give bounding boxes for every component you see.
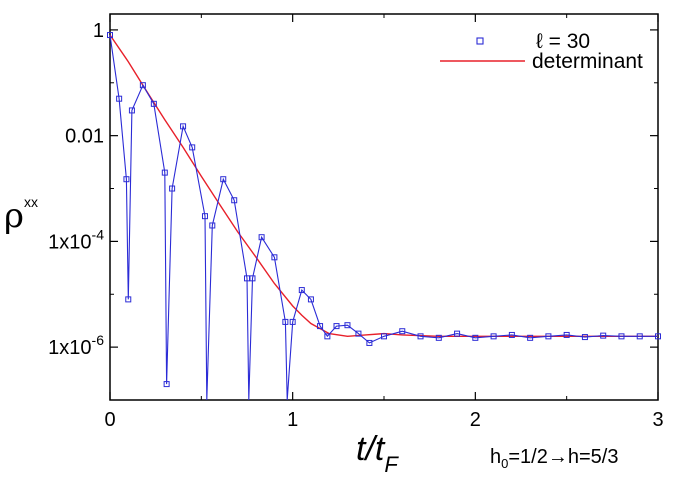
data-point-l30 (472, 334, 479, 341)
data-point-l30 (189, 144, 196, 151)
data-point-l30 (381, 333, 387, 340)
data-point-l30 (366, 339, 373, 346)
y-tick-label: 1x10-6 (48, 332, 104, 359)
x-tick-label: 3 (652, 409, 663, 431)
data-point-l30 (324, 333, 331, 340)
data-point-l30 (258, 234, 265, 241)
data-point-l30 (180, 123, 187, 130)
data-point-l30 (490, 333, 497, 340)
data-point-l30 (128, 107, 135, 114)
data-point-l30 (116, 95, 123, 102)
data-point-l30 (209, 222, 216, 229)
data-point-l30 (201, 213, 208, 220)
series-line-determinant (109, 34, 658, 338)
series-line-l30 (109, 34, 658, 401)
data-point-l30 (289, 318, 296, 325)
axis-ticks: 0 1 2 3 1 0.01 1x10-4 1x10-6 (48, 14, 664, 431)
y-axis-label: ρxx (4, 193, 38, 236)
data-point-l30 (107, 32, 113, 39)
data-point-l30 (435, 334, 442, 341)
data-point-l30 (231, 197, 238, 204)
data-point-l30 (508, 331, 515, 338)
y-tick-label: 1x10-4 (48, 226, 104, 253)
data-point-l30 (417, 333, 424, 340)
data-point-l30 (655, 333, 661, 340)
data-point-l30 (317, 323, 324, 330)
data-point-l30 (307, 296, 314, 303)
data-point-l30 (563, 331, 570, 338)
legend: ℓ = 30 determinant (440, 30, 643, 73)
y-tick-label: 1 (93, 20, 104, 42)
x-tick-label: 1 (287, 409, 298, 431)
data-point-l30 (600, 332, 607, 339)
data-point-l30 (636, 333, 643, 340)
data-point-l30 (527, 334, 534, 341)
data-point-l30 (125, 296, 132, 303)
data-point-l30 (271, 254, 278, 261)
data-point-l30 (581, 334, 588, 341)
x-tick-label: 2 (470, 409, 481, 431)
data-point-l30 (344, 322, 351, 329)
data-point-l30 (282, 318, 289, 325)
data-point-l30 (298, 287, 305, 294)
data-point-l30 (618, 333, 625, 340)
data-point-l30 (123, 176, 130, 183)
x-tick-label: 0 (104, 409, 115, 431)
data-point-l30 (163, 381, 170, 388)
data-point-l30 (355, 330, 362, 337)
data-point-l30 (220, 176, 227, 183)
legend-marker-l30 (476, 37, 484, 45)
legend-label-determinant: determinant (532, 50, 643, 73)
data-point-l30 (150, 100, 157, 107)
data-point-l30 (333, 323, 340, 330)
x-axis-label: t/tF (356, 430, 398, 477)
data-point-l30 (545, 333, 552, 340)
data-point-l30 (399, 328, 406, 335)
legend-label-l30: ℓ = 30 (536, 30, 590, 53)
data-point-l30 (169, 185, 176, 192)
series-layer (107, 32, 661, 401)
quench-annotation: h0=1/2→h=5/3 (490, 446, 619, 471)
y-tick-label: 0.01 (65, 126, 104, 148)
y-tick-exponent: -4 (92, 226, 105, 242)
data-point-l30 (454, 330, 461, 337)
y-tick-exponent: -6 (92, 332, 105, 348)
data-point-l30 (139, 82, 146, 89)
data-point-l30 (161, 169, 168, 176)
data-point-l30 (249, 275, 256, 282)
